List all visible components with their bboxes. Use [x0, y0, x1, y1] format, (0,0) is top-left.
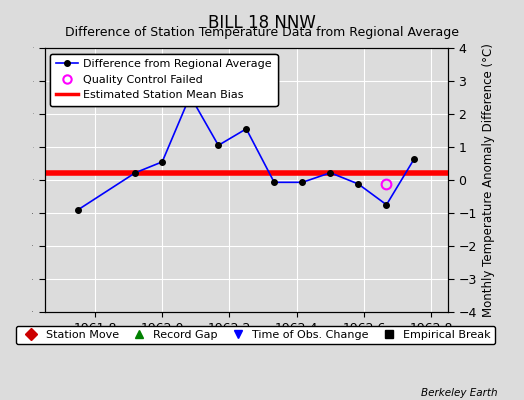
- Legend: Difference from Regional Average, Quality Control Failed, Estimated Station Mean: Difference from Regional Average, Qualit…: [50, 54, 278, 106]
- Text: BILL 18 NNW: BILL 18 NNW: [208, 14, 316, 32]
- Legend: Station Move, Record Gap, Time of Obs. Change, Empirical Break: Station Move, Record Gap, Time of Obs. C…: [16, 326, 495, 344]
- Text: Berkeley Earth: Berkeley Earth: [421, 388, 498, 398]
- Text: Difference of Station Temperature Data from Regional Average: Difference of Station Temperature Data f…: [65, 26, 459, 39]
- Y-axis label: Monthly Temperature Anomaly Difference (°C): Monthly Temperature Anomaly Difference (…: [483, 43, 495, 317]
